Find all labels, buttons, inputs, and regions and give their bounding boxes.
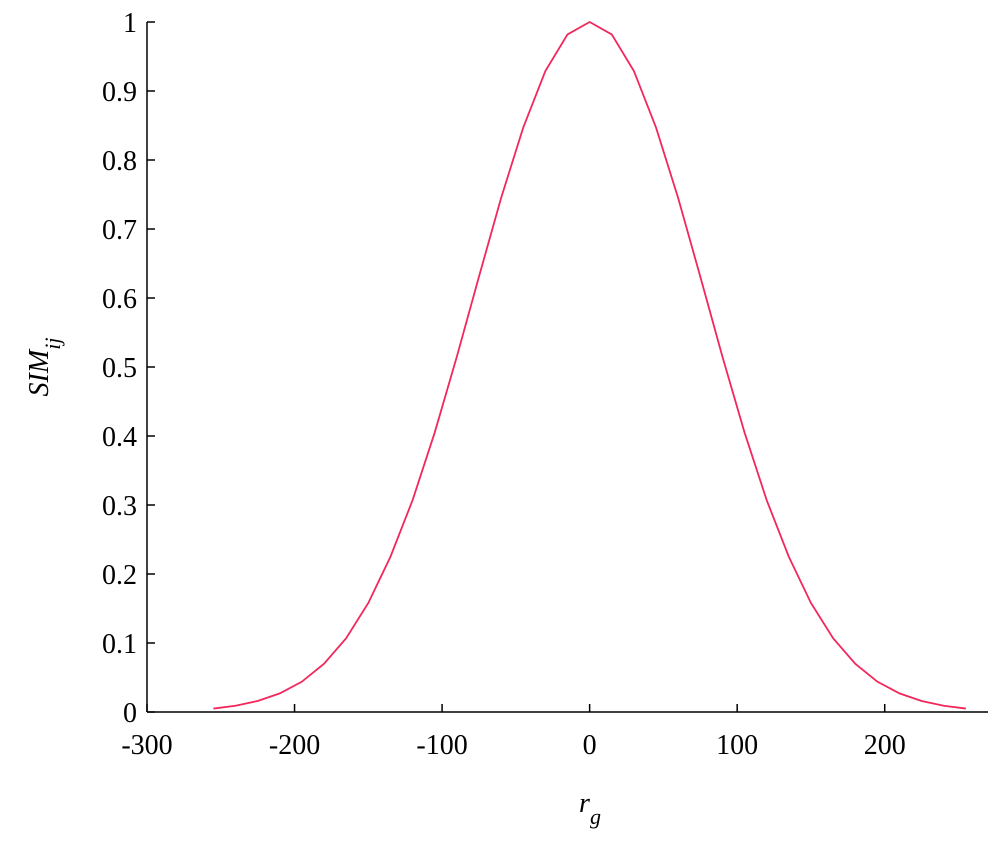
x-label-main: r [579,788,590,819]
data-line [213,20,966,710]
y-tick-label: 0.1 [102,629,137,660]
y-tick-label: 0.2 [102,560,137,591]
x-tick-label: -200 [269,730,320,761]
x-axis-label: rg [579,788,601,829]
y-tick-label: 0 [123,698,137,729]
y-tick-label: 1 [123,8,137,39]
y-tick-label: 0.7 [102,215,137,246]
y-label-main: SIM [24,348,55,396]
x-tick-label: 0 [583,730,597,761]
y-tick-label: 0.4 [102,422,137,453]
x-tick-label: -300 [121,730,172,761]
y-tick-label: 0.9 [102,77,137,108]
x-tick-label: -100 [416,730,467,761]
y-tick-label: 0.6 [102,284,137,315]
y-tick-label: 0.3 [102,491,137,522]
x-label-sub: g [590,804,601,829]
y-tick-label: 0.8 [102,146,137,177]
x-tick-label: 200 [864,730,906,761]
y-label-sub: ij [40,338,65,350]
y-tick-label: 0.5 [102,353,137,384]
x-tick-label: 100 [716,730,758,761]
y-axis-label: SIMij [24,338,65,397]
